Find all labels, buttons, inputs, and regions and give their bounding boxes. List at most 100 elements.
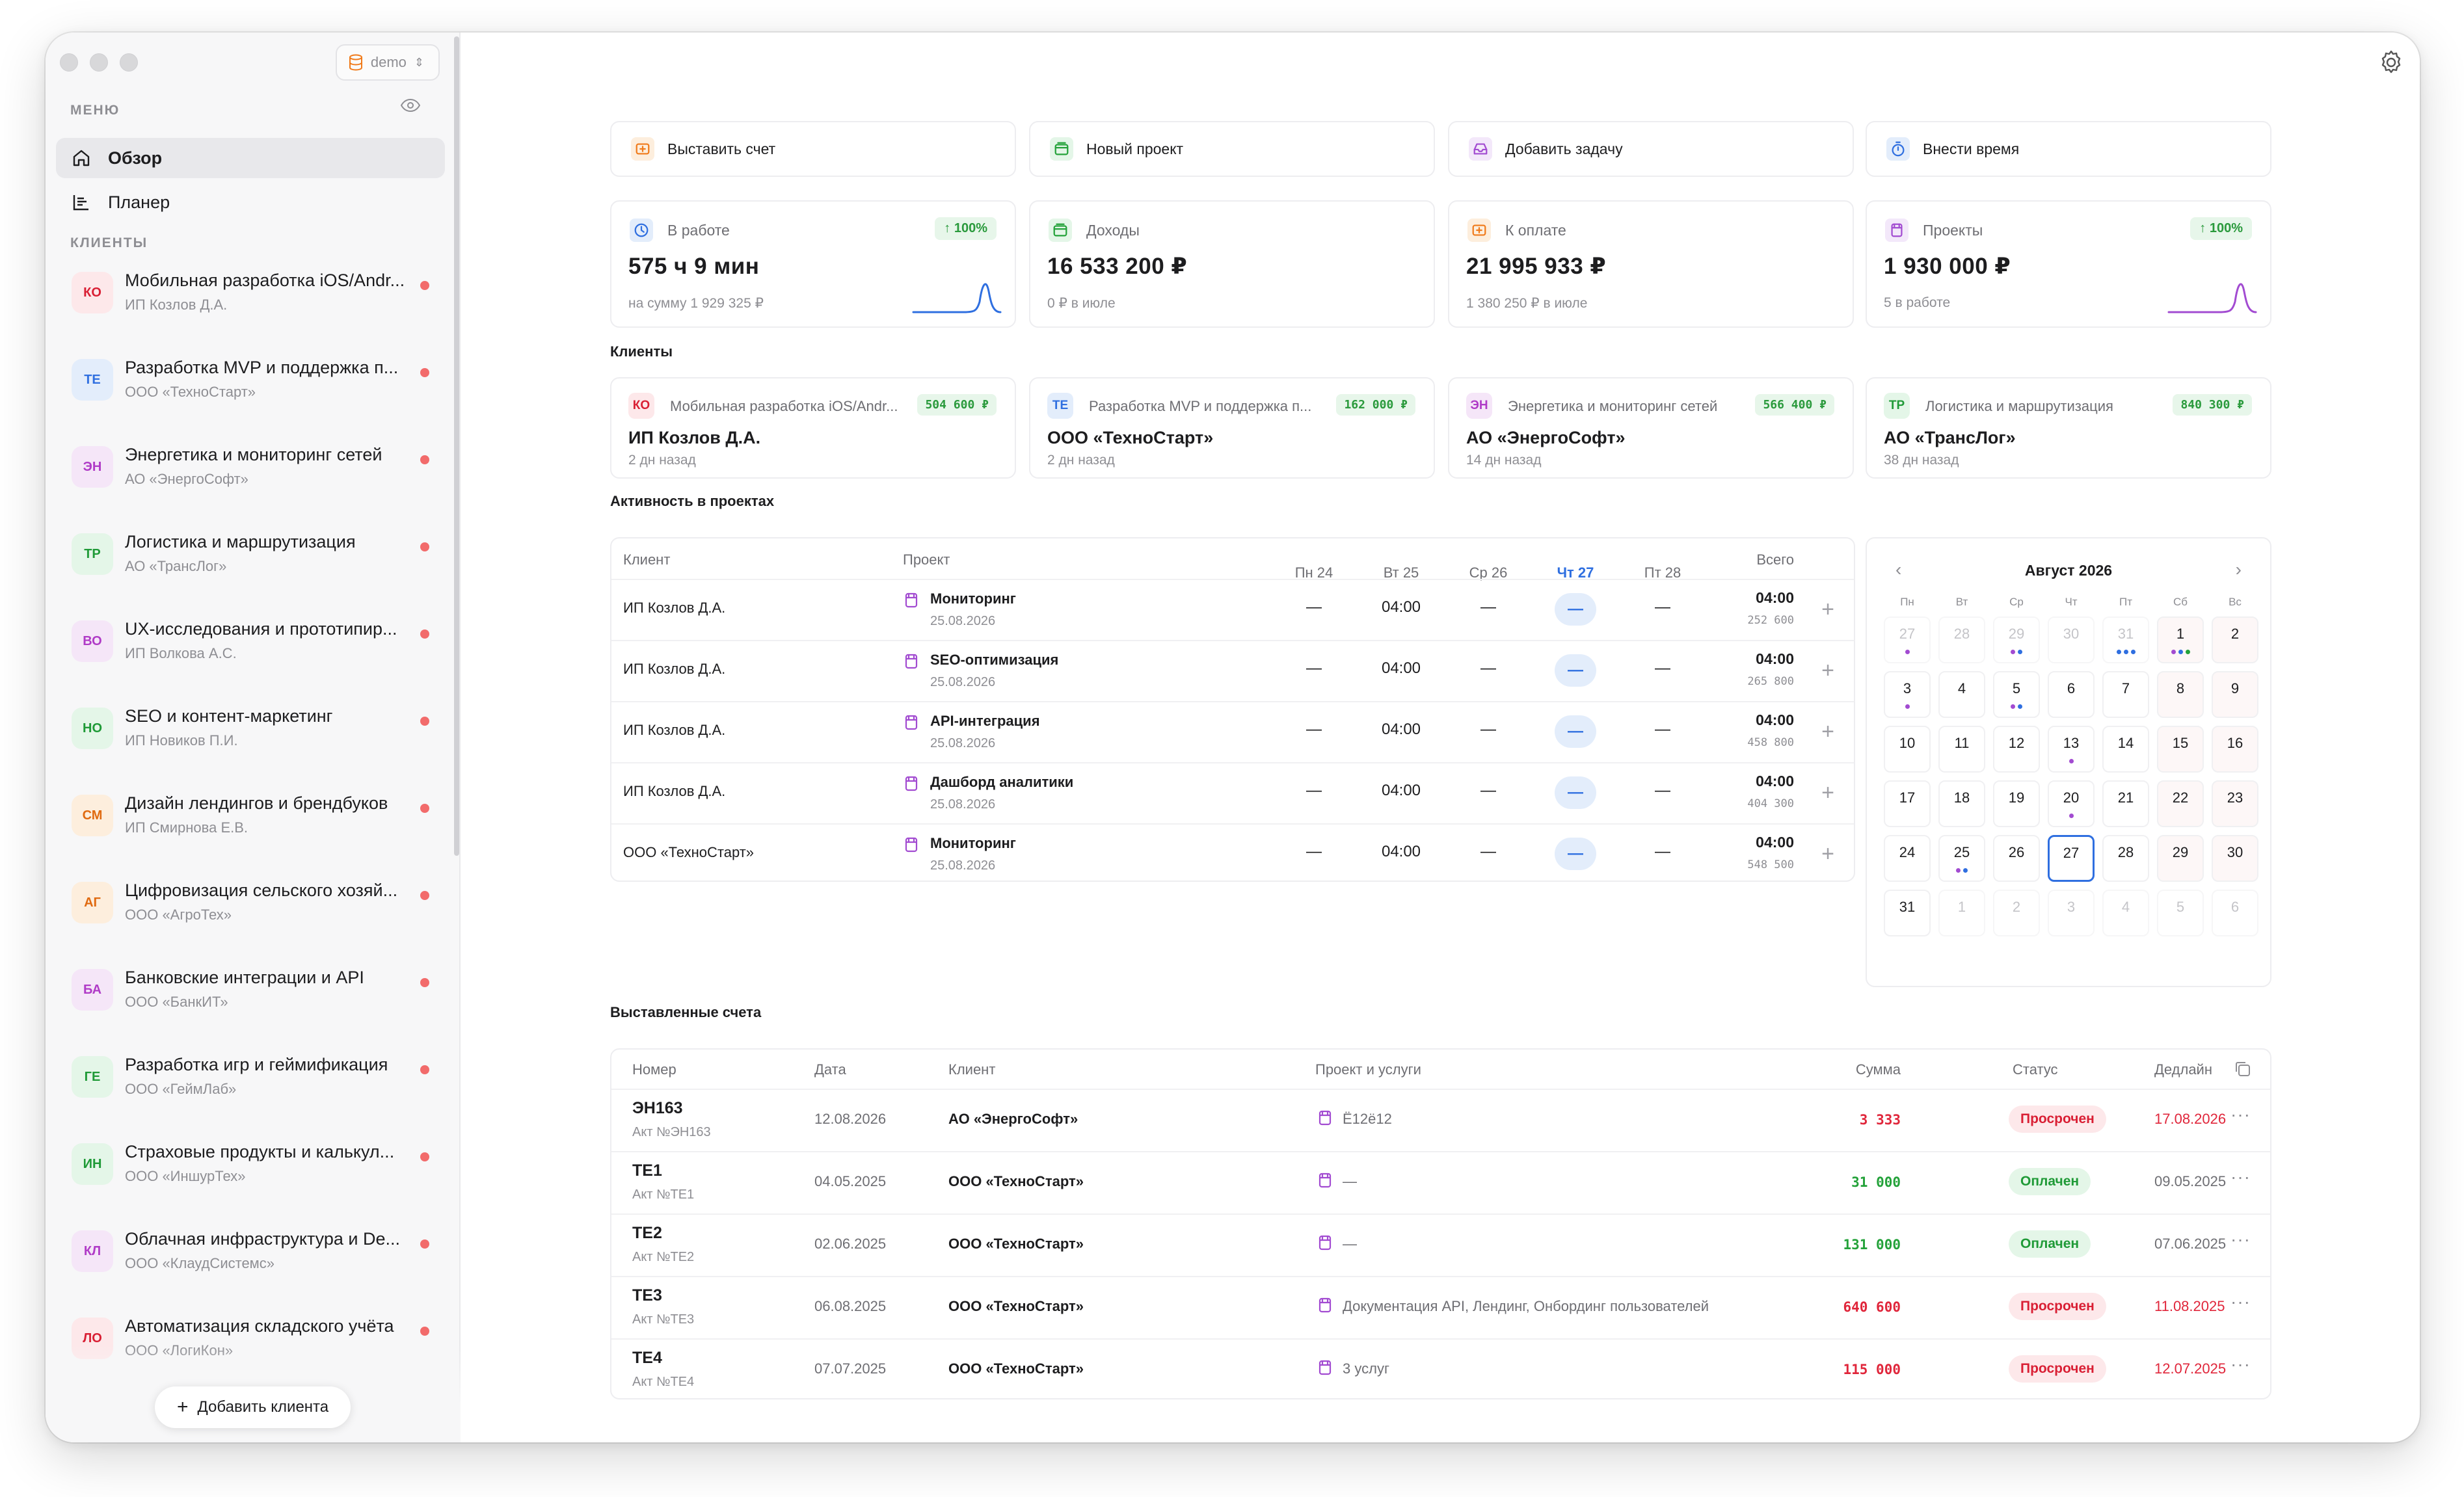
calendar-day[interactable]: 3 bbox=[1884, 671, 1931, 718]
calendar-day[interactable]: 19 bbox=[1993, 780, 2040, 827]
timesheet-project[interactable]: Дашборд аналитики bbox=[930, 774, 1074, 790]
sidebar-client-item[interactable]: БА Банковские интеграции и API ООО «БанкИТ… bbox=[46, 961, 461, 1048]
minimize-window-button[interactable] bbox=[90, 53, 108, 72]
calendar-day[interactable]: 28 bbox=[2102, 835, 2149, 882]
eye-icon[interactable] bbox=[401, 99, 420, 112]
calendar-day[interactable]: 6 bbox=[2212, 890, 2258, 936]
calendar-prev-button[interactable]: ‹ bbox=[1895, 559, 1902, 579]
calendar-day[interactable]: 29 bbox=[1993, 616, 2040, 663]
calendar-day[interactable]: 27 bbox=[1884, 616, 1931, 663]
invoice-number[interactable]: ТЕ1 bbox=[632, 1161, 662, 1180]
nav-item-overview[interactable]: Обзор bbox=[56, 138, 445, 178]
add-client-button[interactable]: + Добавить клиента bbox=[155, 1386, 351, 1428]
invoice-row[interactable]: ТЕ1 Акт №ТЕ1 04.05.2025 ООО «ТехноСтарт» — 31… bbox=[611, 1151, 2270, 1213]
calendar-day[interactable]: 2 bbox=[2212, 616, 2258, 663]
client-card[interactable]: ТР Логистика и маршрутизация 840 300 ₽ АО «… bbox=[1866, 377, 2271, 479]
sidebar-scrollbar[interactable] bbox=[454, 36, 459, 856]
calendar-day[interactable]: 5 bbox=[1993, 671, 2040, 718]
timesheet-cell[interactable]: 04:00 bbox=[1381, 659, 1421, 677]
nav-item-planner[interactable]: Планер bbox=[56, 182, 445, 222]
calendar-day[interactable]: 26 bbox=[1993, 835, 2040, 882]
invoice-number[interactable]: ТЕ3 bbox=[632, 1286, 662, 1305]
timesheet-cell[interactable]: — bbox=[1306, 721, 1322, 738]
calendar-day[interactable]: 31 bbox=[2102, 616, 2149, 663]
timesheet-cell[interactable]: — bbox=[1655, 721, 1670, 738]
timesheet-cell[interactable]: — bbox=[1480, 843, 1496, 860]
add-time-button[interactable]: + bbox=[1821, 780, 1834, 805]
calendar-day[interactable]: 2 bbox=[1993, 890, 2040, 936]
timesheet-today-cell[interactable]: — bbox=[1555, 776, 1596, 809]
timesheet-row[interactable]: ООО «ТехноСтарт» Мониторинг 25.08.2026 — 04:… bbox=[611, 823, 1854, 881]
calendar-day[interactable]: 22 bbox=[2157, 780, 2204, 827]
timesheet-project[interactable]: SEO-оптимизация bbox=[930, 652, 1059, 668]
quick-action-button[interactable]: Выставить счет bbox=[610, 121, 1016, 177]
timesheet-cell[interactable]: — bbox=[1655, 843, 1670, 860]
calendar-day[interactable]: 25 bbox=[1938, 835, 1985, 882]
sidebar-client-item[interactable]: ТР Логистика и маршрутизация АО «ТрансЛог» bbox=[46, 525, 461, 613]
timesheet-cell[interactable]: — bbox=[1480, 659, 1496, 677]
quick-action-button[interactable]: Новый проект bbox=[1029, 121, 1435, 177]
more-actions-button[interactable]: ··· bbox=[2230, 1104, 2251, 1124]
client-card[interactable]: КО Мобильная разработка iOS/Andr... 504 60… bbox=[610, 377, 1016, 479]
quick-action-button[interactable]: Внести время bbox=[1866, 121, 2271, 177]
timesheet-cell[interactable]: — bbox=[1306, 659, 1322, 677]
calendar-day[interactable]: 13 bbox=[2048, 726, 2095, 773]
calendar-day[interactable]: 3 bbox=[2048, 890, 2095, 936]
calendar-next-button[interactable]: › bbox=[2235, 559, 2242, 579]
more-actions-button[interactable]: ··· bbox=[2230, 1292, 2251, 1312]
timesheet-cell[interactable]: — bbox=[1655, 782, 1670, 799]
calendar-day[interactable]: 4 bbox=[1938, 671, 1985, 718]
timesheet-row[interactable]: ИП Козлов Д.А. Дашборд аналитики 25.08.202… bbox=[611, 762, 1854, 823]
calendar-day[interactable]: 7 bbox=[2102, 671, 2149, 718]
timesheet-project[interactable]: API-интеграция bbox=[930, 713, 1040, 729]
calendar-day[interactable]: 14 bbox=[2102, 726, 2149, 773]
timesheet-cell[interactable]: 04:00 bbox=[1381, 782, 1421, 799]
invoice-row[interactable]: ТЕ4 Акт №ТЕ4 07.07.2025 ООО «ТехноСтарт» 3 у… bbox=[611, 1338, 2270, 1398]
calendar-day[interactable]: 23 bbox=[2212, 780, 2258, 827]
calendar-day[interactable]: 21 bbox=[2102, 780, 2149, 827]
calendar-day[interactable]: 12 bbox=[1993, 726, 2040, 773]
invoice-row[interactable]: ТЕ2 Акт №ТЕ2 02.06.2025 ООО «ТехноСтарт» — 13… bbox=[611, 1213, 2270, 1276]
calendar-day[interactable]: 16 bbox=[2212, 726, 2258, 773]
calendar-day[interactable]: 11 bbox=[1938, 726, 1985, 773]
calendar-day[interactable]: 17 bbox=[1884, 780, 1931, 827]
timesheet-today-cell[interactable]: — bbox=[1555, 838, 1596, 870]
stat-card[interactable]: Доходы 16 533 200 ₽ 0 ₽ в июле bbox=[1029, 200, 1435, 328]
calendar-day[interactable]: 24 bbox=[1884, 835, 1931, 882]
calendar-day[interactable]: 1 bbox=[2157, 616, 2204, 663]
calendar-day[interactable]: 15 bbox=[2157, 726, 2204, 773]
sidebar-client-item[interactable]: ТЕ Разработка MVP и поддержка п... ООО «Те… bbox=[46, 351, 461, 438]
timesheet-today-cell[interactable]: — bbox=[1555, 593, 1596, 626]
settings-gear-icon[interactable] bbox=[2378, 49, 2404, 75]
copy-icon[interactable] bbox=[2234, 1060, 2252, 1078]
invoice-number[interactable]: ЭН163 bbox=[632, 1099, 683, 1117]
invoice-row[interactable]: ТЕ3 Акт №ТЕ3 06.08.2025 ООО «ТехноСтарт» Док… bbox=[611, 1276, 2270, 1338]
timesheet-project[interactable]: Мониторинг bbox=[930, 590, 1016, 607]
close-window-button[interactable] bbox=[60, 53, 78, 72]
calendar-day[interactable]: 30 bbox=[2048, 616, 2095, 663]
timesheet-cell[interactable]: 04:00 bbox=[1381, 843, 1421, 860]
client-card[interactable]: ТЕ Разработка MVP и поддержка п... 162 000… bbox=[1029, 377, 1435, 479]
calendar-day[interactable]: 10 bbox=[1884, 726, 1931, 773]
sidebar-client-item[interactable]: ЭН Энергетика и мониторинг сетей АО «Энерг… bbox=[46, 438, 461, 525]
more-actions-button[interactable]: ··· bbox=[2230, 1229, 2251, 1249]
sidebar-client-item[interactable]: КЛ Облачная инфраструктура и De... ООО «Кл… bbox=[46, 1223, 461, 1310]
timesheet-cell[interactable]: — bbox=[1655, 659, 1670, 677]
sidebar-client-item[interactable]: СМ Дизайн лендингов и брендбуков ИП Смирно… bbox=[46, 787, 461, 874]
stat-card[interactable]: В работе 575 ч 9 мин на сумму 1 929 325 ₽ ↑… bbox=[610, 200, 1016, 328]
timesheet-project[interactable]: Мониторинг bbox=[930, 835, 1016, 851]
calendar-day[interactable]: 9 bbox=[2212, 671, 2258, 718]
more-actions-button[interactable]: ··· bbox=[2230, 1167, 2251, 1187]
timesheet-today-cell[interactable]: — bbox=[1555, 654, 1596, 687]
add-time-button[interactable]: + bbox=[1821, 597, 1834, 622]
timesheet-cell[interactable]: — bbox=[1306, 782, 1322, 799]
timesheet-row[interactable]: ИП Козлов Д.А. Мониторинг 25.08.2026 — 04:00… bbox=[611, 579, 1854, 640]
calendar-day[interactable]: 29 bbox=[2157, 835, 2204, 882]
invoice-number[interactable]: ТЕ4 bbox=[632, 1349, 662, 1367]
timesheet-cell[interactable]: — bbox=[1306, 598, 1322, 616]
invoice-row[interactable]: ЭН163 Акт №ЭН163 12.08.2026 АО «ЭнергоСофт»… bbox=[611, 1089, 2270, 1151]
timesheet-cell[interactable]: — bbox=[1480, 721, 1496, 738]
zoom-window-button[interactable] bbox=[120, 53, 138, 72]
more-actions-button[interactable]: ··· bbox=[2230, 1354, 2251, 1374]
timesheet-row[interactable]: ИП Козлов Д.А. API-интеграция 25.08.2026 — 0… bbox=[611, 701, 1854, 762]
